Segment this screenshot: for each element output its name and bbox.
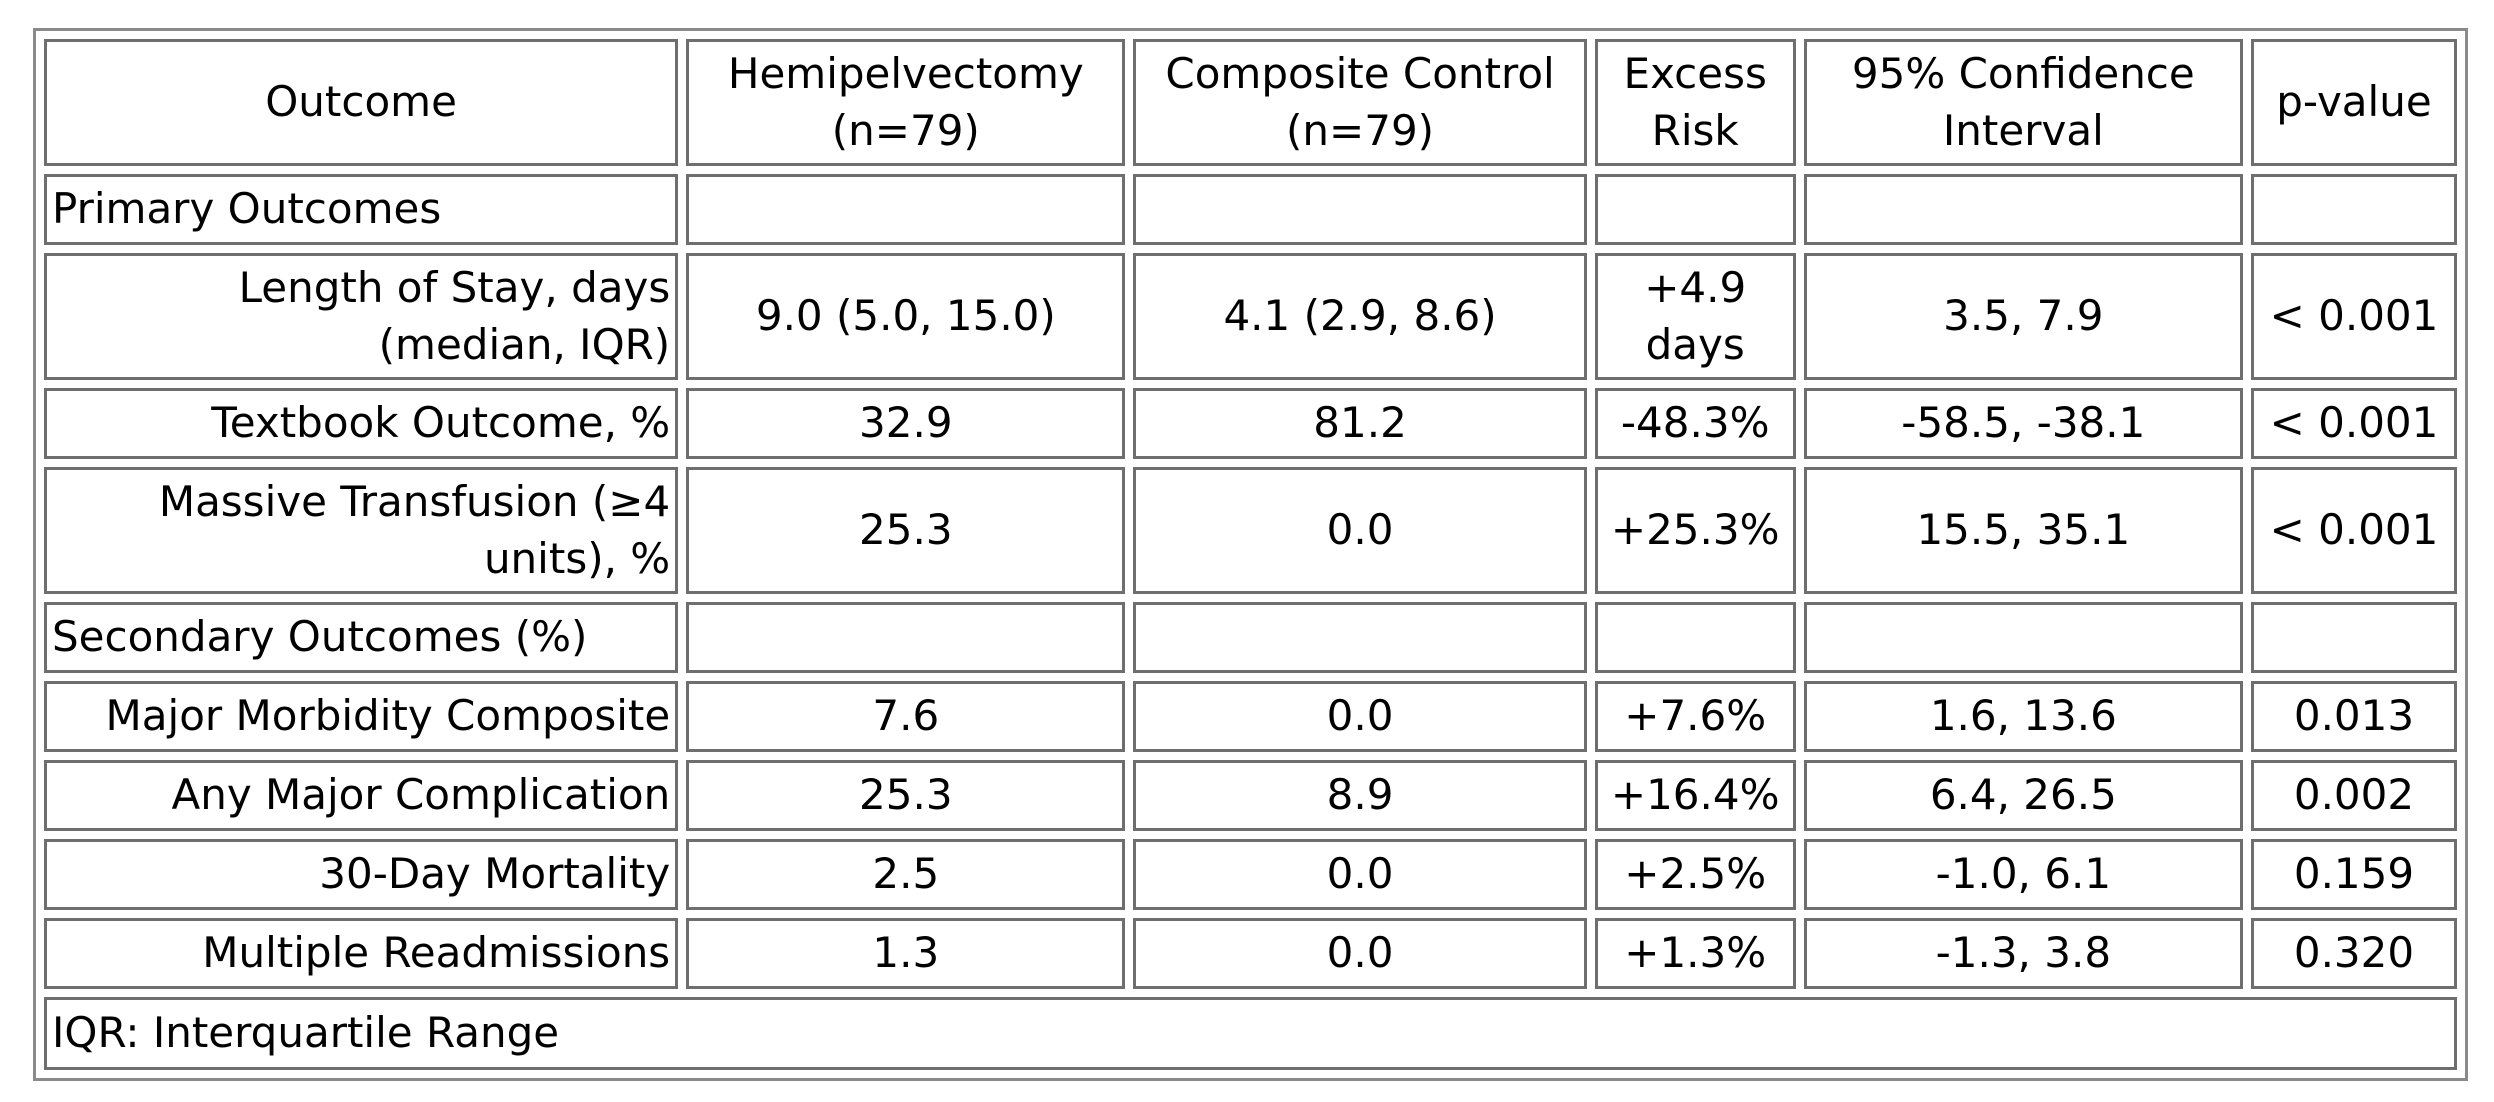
table-footnote: IQR: Interquartile Range <box>44 997 2457 1070</box>
ci-cell: 15.5, 35.1 <box>1803 467 2243 594</box>
empty-cell <box>1594 174 1796 245</box>
control-cell: 4.1 (2.9, 8.6) <box>1133 253 1587 380</box>
hemipelvectomy-cell: 25.3 <box>686 467 1126 594</box>
p-value-cell: < 0.001 <box>2250 388 2457 459</box>
col-header-excess-risk: Excess Risk <box>1594 39 1796 166</box>
hemipelvectomy-cell: 9.0 (5.0, 15.0) <box>686 253 1126 380</box>
outcome-cell: Massive Transfusion (≥4 units), % <box>44 467 679 594</box>
section-label: Secondary Outcomes (%) <box>44 602 679 673</box>
empty-cell <box>1594 602 1796 673</box>
p-value-cell: < 0.001 <box>2250 467 2457 594</box>
col-header-outcome: Outcome <box>44 39 679 166</box>
section-row-secondary: Secondary Outcomes (%) <box>44 602 2457 673</box>
empty-cell <box>686 602 1126 673</box>
table-row: Length of Stay, days (median, IQR) 9.0 (… <box>44 253 2457 380</box>
p-value-cell: 0.002 <box>2250 760 2457 831</box>
header-row: Outcome Hemipelvectomy (n=79) Composite … <box>44 39 2457 166</box>
empty-cell <box>1133 602 1587 673</box>
outcomes-table-frame: Outcome Hemipelvectomy (n=79) Composite … <box>33 28 2468 1081</box>
table-row: Massive Transfusion (≥4 units), % 25.3 0… <box>44 467 2457 594</box>
hemipelvectomy-cell: 1.3 <box>686 918 1126 989</box>
section-row-primary: Primary Outcomes <box>44 174 2457 245</box>
outcomes-table: Outcome Hemipelvectomy (n=79) Composite … <box>36 31 2465 1078</box>
hemipelvectomy-cell: 25.3 <box>686 760 1126 831</box>
empty-cell <box>2250 174 2457 245</box>
p-value-cell: 0.159 <box>2250 839 2457 910</box>
table-row: 30-Day Mortality 2.5 0.0 +2.5% -1.0, 6.1… <box>44 839 2457 910</box>
col-header-hemipelvectomy: Hemipelvectomy (n=79) <box>686 39 1126 166</box>
control-cell: 8.9 <box>1133 760 1587 831</box>
footnote-row: IQR: Interquartile Range <box>44 997 2457 1070</box>
col-header-confidence-interval: 95% Confidence Interval <box>1803 39 2243 166</box>
outcome-cell: Length of Stay, days (median, IQR) <box>44 253 679 380</box>
p-value-cell: < 0.001 <box>2250 253 2457 380</box>
control-cell: 0.0 <box>1133 918 1587 989</box>
ci-cell: -1.3, 3.8 <box>1803 918 2243 989</box>
empty-cell <box>2250 602 2457 673</box>
table-row: Multiple Readmissions 1.3 0.0 +1.3% -1.3… <box>44 918 2457 989</box>
outcome-cell: 30-Day Mortality <box>44 839 679 910</box>
ci-cell: 3.5, 7.9 <box>1803 253 2243 380</box>
table-row: Textbook Outcome, % 32.9 81.2 -48.3% -58… <box>44 388 2457 459</box>
excess-risk-cell: +16.4% <box>1594 760 1796 831</box>
hemipelvectomy-cell: 7.6 <box>686 681 1126 752</box>
excess-risk-cell: -48.3% <box>1594 388 1796 459</box>
excess-risk-cell: +4.9 days <box>1594 253 1796 380</box>
ci-cell: -1.0, 6.1 <box>1803 839 2243 910</box>
ci-cell: 6.4, 26.5 <box>1803 760 2243 831</box>
outcome-cell: Any Major Complication <box>44 760 679 831</box>
outcome-cell: Major Morbidity Composite <box>44 681 679 752</box>
section-label: Primary Outcomes <box>44 174 679 245</box>
control-cell: 0.0 <box>1133 839 1587 910</box>
excess-risk-cell: +7.6% <box>1594 681 1796 752</box>
hemipelvectomy-cell: 2.5 <box>686 839 1126 910</box>
empty-cell <box>1803 174 2243 245</box>
hemipelvectomy-cell: 32.9 <box>686 388 1126 459</box>
ci-cell: -58.5, -38.1 <box>1803 388 2243 459</box>
excess-risk-cell: +25.3% <box>1594 467 1796 594</box>
control-cell: 81.2 <box>1133 388 1587 459</box>
control-cell: 0.0 <box>1133 681 1587 752</box>
col-header-p-value: p-value <box>2250 39 2457 166</box>
ci-cell: 1.6, 13.6 <box>1803 681 2243 752</box>
excess-risk-cell: +2.5% <box>1594 839 1796 910</box>
p-value-cell: 0.013 <box>2250 681 2457 752</box>
empty-cell <box>1133 174 1587 245</box>
outcome-cell: Multiple Readmissions <box>44 918 679 989</box>
outcome-cell: Textbook Outcome, % <box>44 388 679 459</box>
empty-cell <box>1803 602 2243 673</box>
p-value-cell: 0.320 <box>2250 918 2457 989</box>
control-cell: 0.0 <box>1133 467 1587 594</box>
table-row: Major Morbidity Composite 7.6 0.0 +7.6% … <box>44 681 2457 752</box>
empty-cell <box>686 174 1126 245</box>
table-row: Any Major Complication 25.3 8.9 +16.4% 6… <box>44 760 2457 831</box>
excess-risk-cell: +1.3% <box>1594 918 1796 989</box>
col-header-composite-control: Composite Control (n=79) <box>1133 39 1587 166</box>
